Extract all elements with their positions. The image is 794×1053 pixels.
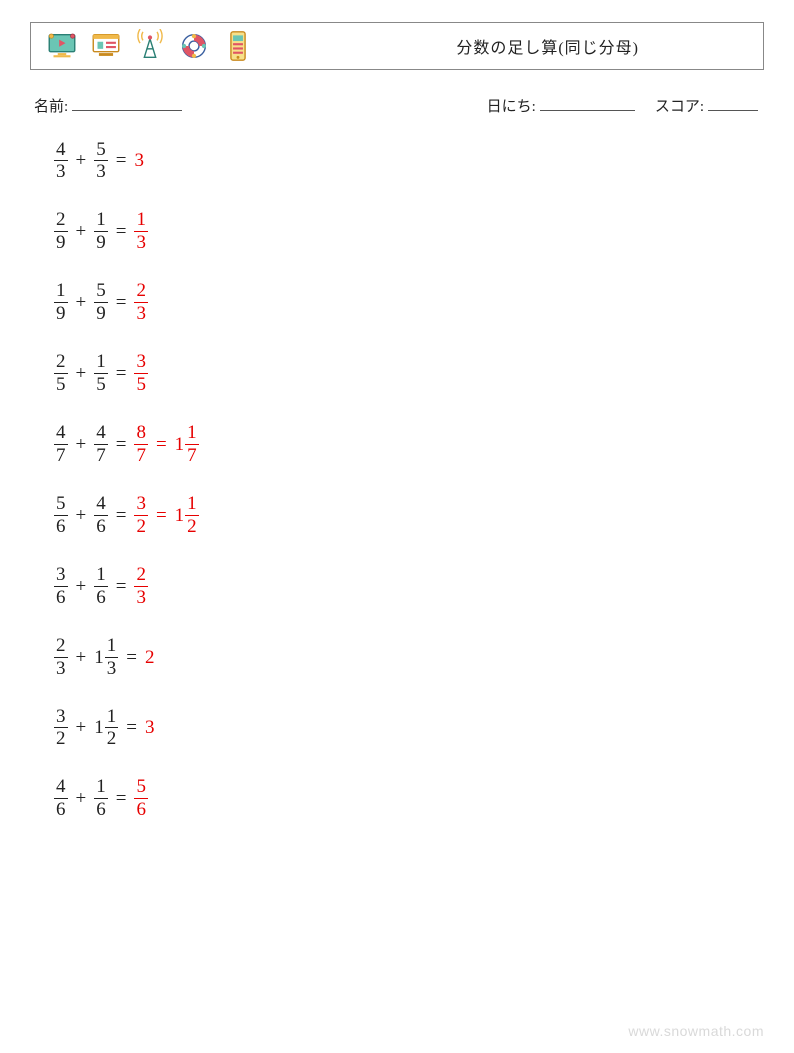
problem-row: 32+112=3 — [54, 707, 764, 750]
problem-row: 47+47=87=117 — [54, 423, 764, 466]
meta-row: 名前: 日にち: スコア: — [30, 94, 764, 116]
date-label: 日にち: — [487, 95, 536, 116]
problem-list: 43+53=3 29+19=13 19+59=23 25+15=35 47+47=87=… — [30, 140, 764, 821]
problem-row: 36+16=23 — [54, 565, 764, 608]
problem-row: 23+113=2 — [54, 636, 764, 679]
watermark: www.snowmath.com — [628, 1023, 764, 1039]
problem-row: 43+53=3 — [54, 140, 764, 183]
problem-row: 19+59=23 — [54, 281, 764, 324]
signal-tower-icon — [133, 29, 167, 63]
monitor-play-icon — [45, 29, 79, 63]
score-label: スコア: — [655, 95, 704, 116]
worksheet-title: 分数の足し算(同じ分母) — [456, 34, 749, 58]
lifebuoy-people-icon — [177, 29, 211, 63]
header-box: 分数の足し算(同じ分母) — [30, 22, 764, 70]
problem-row: 25+15=35 — [54, 352, 764, 395]
name-blank[interactable] — [72, 94, 182, 111]
problem-row: 46+16=56 — [54, 777, 764, 820]
problem-row: 56+46=32=112 — [54, 494, 764, 537]
phone-card-icon — [221, 29, 255, 63]
date-blank[interactable] — [540, 94, 635, 111]
header-icons — [45, 29, 255, 63]
score-blank[interactable] — [708, 94, 758, 111]
classroom-board-icon — [89, 29, 123, 63]
name-label: 名前: — [34, 95, 68, 116]
problem-row: 29+19=13 — [54, 210, 764, 253]
